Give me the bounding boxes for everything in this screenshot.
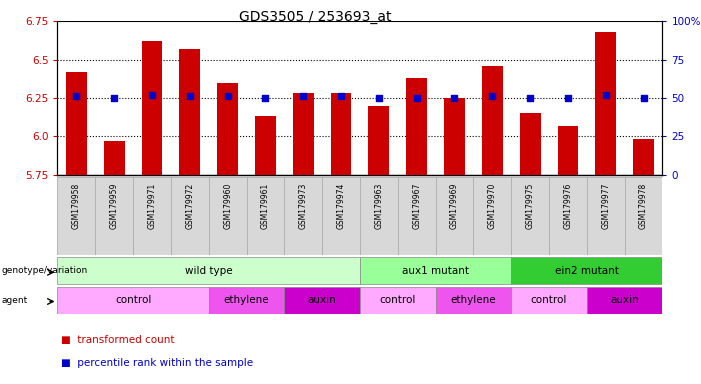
Bar [397,177,435,255]
Point [260,95,271,101]
Text: ethylene: ethylene [224,295,269,305]
Text: GSM179976: GSM179976 [564,183,573,229]
Text: ein2 mutant: ein2 mutant [555,266,619,276]
Bar [633,139,654,175]
Bar [104,141,125,175]
Bar [209,286,285,314]
Bar [179,49,200,175]
Text: genotype/variation: genotype/variation [1,266,88,275]
Point [71,93,82,99]
Text: GSM179963: GSM179963 [374,183,383,229]
Point [486,93,498,99]
Text: GSM179961: GSM179961 [261,183,270,229]
Bar [435,286,511,314]
Bar [511,257,662,285]
Point [184,93,196,99]
Text: GSM179978: GSM179978 [639,183,648,229]
Bar [171,177,209,255]
Bar [435,177,473,255]
Text: GSM179958: GSM179958 [72,183,81,229]
Text: agent: agent [1,296,27,305]
Bar [360,257,511,285]
Text: GSM179959: GSM179959 [109,183,118,229]
Bar [322,177,360,255]
Point [298,93,309,99]
Bar [285,177,322,255]
Bar [255,116,275,175]
Bar [511,177,549,255]
Bar [142,41,163,175]
Bar [625,177,662,255]
Point [562,95,573,101]
Text: GSM179971: GSM179971 [147,183,156,229]
Text: ■  transformed count: ■ transformed count [61,335,175,345]
Text: GSM179967: GSM179967 [412,183,421,229]
Point [222,93,233,99]
Bar [331,93,351,175]
Bar [360,177,397,255]
Bar [519,113,540,175]
Bar [511,286,587,314]
Text: GSM179972: GSM179972 [185,183,194,229]
Text: GDS3505 / 253693_at: GDS3505 / 253693_at [239,10,392,23]
Bar [57,257,360,285]
Point [147,92,158,98]
Bar [209,177,247,255]
Text: ■  percentile rank within the sample: ■ percentile rank within the sample [61,358,253,368]
Bar [369,106,389,175]
Text: wild type: wild type [185,266,233,276]
Bar [57,177,95,255]
Bar [217,83,238,175]
Point [449,95,460,101]
Point [638,95,649,101]
Text: GSM179974: GSM179974 [336,183,346,229]
Bar [557,126,578,175]
Text: auxin: auxin [611,295,639,305]
Bar [133,177,171,255]
Bar [587,286,662,314]
Bar [66,72,87,175]
Bar [407,78,427,175]
Bar [95,177,133,255]
Text: GSM179960: GSM179960 [223,183,232,229]
Text: GSM179973: GSM179973 [299,183,308,229]
Text: auxin: auxin [308,295,336,305]
Bar [285,286,360,314]
Text: aux1 mutant: aux1 mutant [402,266,469,276]
Bar [595,32,616,175]
Point [373,95,384,101]
Bar [360,286,435,314]
Text: GSM179977: GSM179977 [601,183,611,229]
Bar [247,177,285,255]
Bar [549,177,587,255]
Bar [293,93,313,175]
Point [109,95,120,101]
Text: control: control [531,295,567,305]
Point [336,93,347,99]
Bar [587,177,625,255]
Bar [444,98,465,175]
Text: control: control [379,295,416,305]
Point [411,95,422,101]
Text: control: control [115,295,151,305]
Bar [473,177,511,255]
Bar [57,286,209,314]
Point [600,92,611,98]
Text: GSM179970: GSM179970 [488,183,497,229]
Text: GSM179975: GSM179975 [526,183,535,229]
Text: ethylene: ethylene [451,295,496,305]
Bar [482,66,503,175]
Point [524,95,536,101]
Text: GSM179969: GSM179969 [450,183,459,229]
